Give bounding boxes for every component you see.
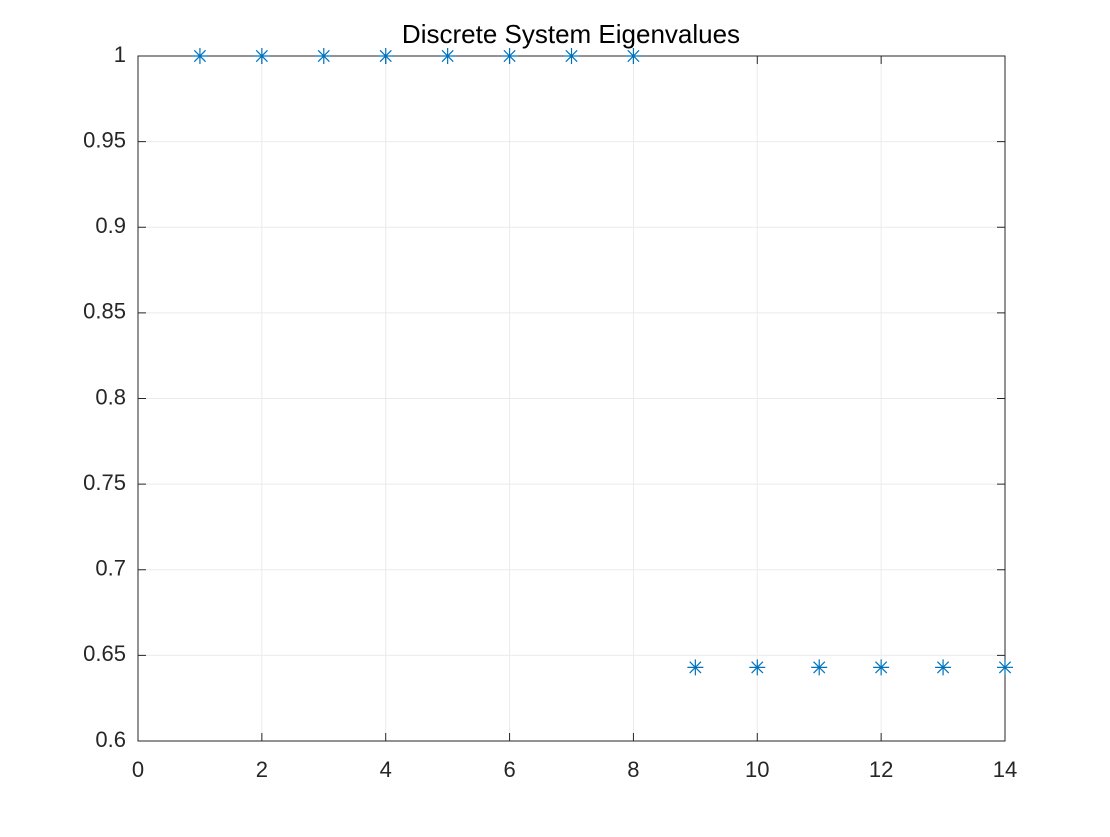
chart-title: Discrete System Eigenvalues	[402, 19, 740, 49]
marker-stroke	[441, 49, 454, 63]
marker-stroke	[503, 49, 516, 63]
x-tick-label: 6	[503, 757, 515, 782]
x-tick-label: 12	[869, 757, 893, 782]
marker-stroke	[689, 661, 702, 674]
marker-stroke	[998, 661, 1012, 674]
point	[563, 48, 580, 64]
point	[191, 48, 208, 64]
point	[377, 48, 394, 64]
point	[687, 659, 704, 676]
y-tick-label: 0.75	[83, 470, 126, 495]
y-tick-label: 0.9	[95, 213, 126, 238]
x-tick-label: 14	[993, 757, 1017, 782]
point	[501, 48, 518, 64]
x-tick-label: 0	[132, 757, 144, 782]
point	[253, 48, 270, 64]
y-tick-label: 0.7	[95, 556, 126, 581]
y-tick-label: 0.95	[83, 127, 126, 152]
marker-stroke	[255, 49, 268, 63]
marker-stroke	[627, 49, 640, 63]
x-tick-label: 8	[627, 757, 639, 782]
x-tick-label: 2	[256, 757, 268, 782]
y-tick-label: 0.6	[95, 727, 126, 752]
x-tick-label: 4	[380, 757, 392, 782]
point	[315, 48, 332, 64]
y-tick-label: 1	[114, 42, 126, 67]
marker-stroke	[565, 49, 578, 63]
x-tick-label: 10	[745, 757, 769, 782]
point	[935, 659, 952, 676]
point	[625, 48, 642, 64]
marker-stroke	[379, 49, 392, 63]
marker-stroke	[751, 661, 764, 674]
point	[439, 48, 456, 64]
marker-stroke	[875, 661, 888, 674]
marker-stroke	[813, 661, 826, 674]
point	[997, 659, 1013, 676]
y-tick-label: 0.8	[95, 384, 126, 409]
marker-stroke	[193, 49, 207, 63]
point	[749, 659, 766, 676]
point	[873, 659, 890, 676]
marker-stroke	[317, 49, 330, 63]
marker-stroke	[936, 661, 950, 674]
y-tick-label: 0.65	[83, 641, 126, 666]
point	[811, 659, 828, 676]
y-tick-label: 0.85	[83, 299, 126, 324]
